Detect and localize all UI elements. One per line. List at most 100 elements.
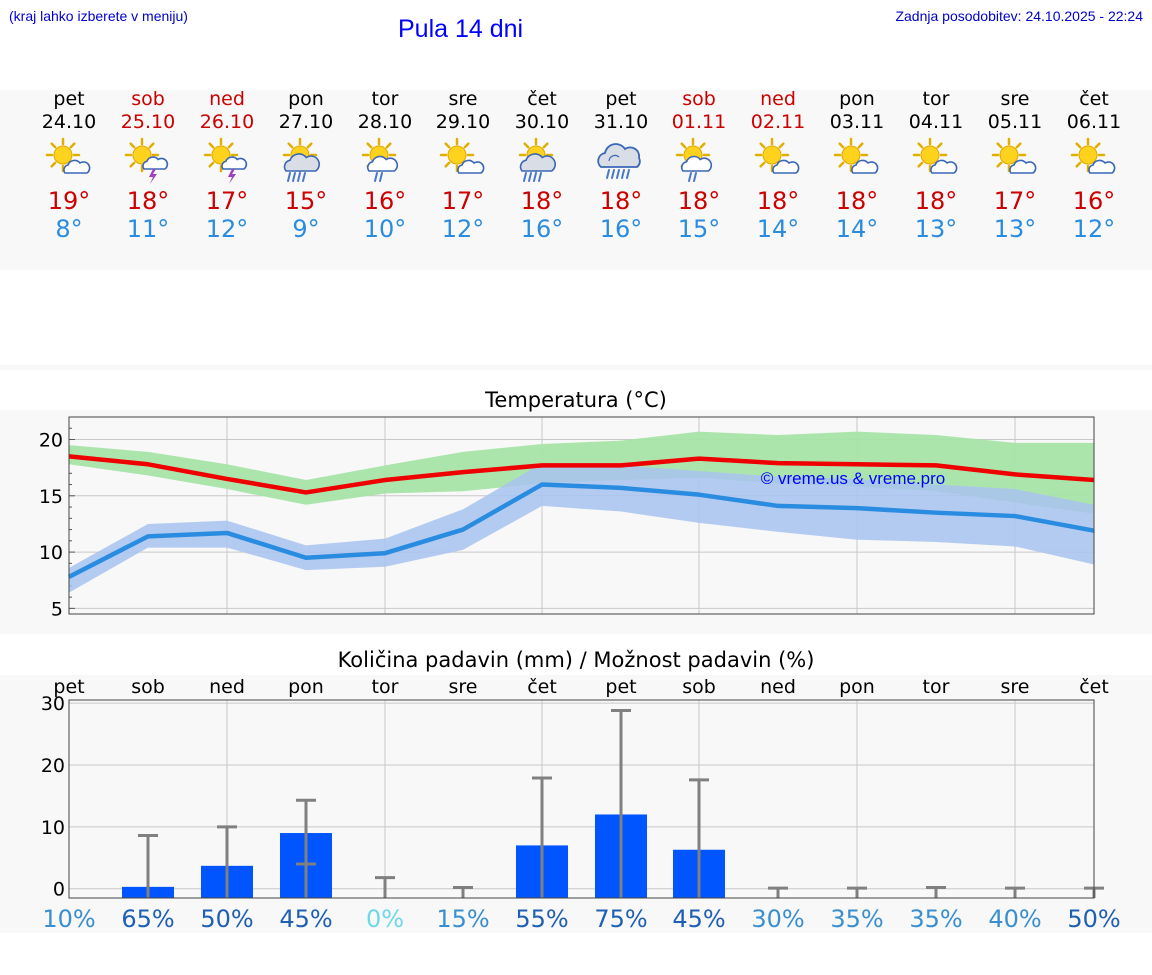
y-tick-label: 15	[39, 486, 63, 508]
sun-cloud-icon	[991, 137, 1037, 174]
x-category-label: tor	[372, 676, 399, 698]
day-date: 29.10	[435, 111, 491, 133]
min-temperature: 16°	[520, 215, 564, 243]
day-name: sob	[682, 88, 716, 110]
min-temperature: 12°	[441, 215, 485, 243]
max-temperature: 17°	[441, 187, 485, 215]
max-temperature: 18°	[756, 187, 800, 215]
precip-probability: 65%	[121, 905, 174, 933]
x-category-label: čet	[1079, 676, 1109, 698]
max-temperature: 18°	[520, 187, 564, 215]
day-name: sre	[1000, 88, 1030, 110]
day-date: 03.11	[829, 111, 885, 133]
precip-probability: 15%	[436, 905, 489, 933]
x-category-label: sob	[682, 676, 716, 698]
sun-cloud-icon	[1070, 137, 1116, 174]
day-name: ned	[209, 88, 245, 110]
precip-probability: 75%	[594, 905, 647, 933]
precip-probability: 45%	[672, 905, 725, 933]
plot-frame	[68, 416, 1095, 615]
min-temperature: 13°	[914, 215, 958, 243]
location-hint: (kraj lahko izberete v meniju)	[9, 8, 188, 24]
day-forecast: pet 31.10 18° 16°	[582, 88, 660, 243]
day-forecast: sob 01.11 18° 15°	[660, 88, 738, 243]
day-date: 28.10	[357, 111, 413, 133]
min-temperature: 8°	[55, 215, 83, 243]
day-date: 06.11	[1066, 111, 1122, 133]
day-name: pon	[839, 88, 875, 110]
x-category-label: čet	[527, 676, 557, 698]
x-category-label: sob	[131, 676, 165, 698]
day-forecast: tor 04.11 18° 13°	[897, 88, 975, 243]
precip-probability: 50%	[1067, 905, 1120, 933]
day-date: 30.10	[514, 111, 570, 133]
y-tick-label: 10	[39, 542, 63, 564]
min-temperature: 10°	[363, 215, 407, 243]
sun-cloud-icon	[45, 137, 91, 174]
day-forecast: tor 28.10 16° 10°	[346, 88, 424, 243]
precip-probability: 35%	[909, 905, 962, 933]
plot-frame	[68, 699, 1095, 899]
max-temperature: 17°	[993, 187, 1037, 215]
precipitation-chart-title: Količina padavin (mm) / Možnost padavin …	[337, 648, 815, 672]
temperature-chart-title: Temperatura (°C)	[485, 388, 667, 412]
x-category-label: sre	[1001, 676, 1030, 698]
y-tick-label: 20	[41, 755, 65, 777]
day-name: pet	[53, 88, 85, 110]
day-forecast: sob 25.10 18° 11°	[109, 88, 187, 243]
temperature-chart: 5 10 15 20 © vreme.us & vreme.pro	[39, 416, 1095, 620]
day-name: sre	[448, 88, 478, 110]
sun-cloud-icon	[754, 137, 800, 174]
max-temperature: 16°	[1072, 187, 1116, 215]
x-category-label: pon	[288, 676, 324, 698]
y-tick-label: 30	[41, 693, 65, 715]
day-name: pet	[605, 88, 637, 110]
max-temperature: 18°	[835, 187, 879, 215]
cloud-rain-icon	[597, 143, 641, 179]
min-temperature: 14°	[835, 215, 879, 243]
max-temperature: 18°	[599, 187, 643, 215]
day-forecast: ned 02.11 18° 14°	[739, 88, 817, 243]
sun-rain-icon	[675, 137, 713, 182]
y-tick-label: 20	[39, 430, 63, 452]
day-date: 02.11	[750, 111, 806, 133]
max-temperature: 18°	[914, 187, 958, 215]
day-date: 25.10	[120, 111, 176, 133]
page-title: Pula 14 dni	[398, 15, 524, 43]
precip-probability: 50%	[200, 905, 253, 933]
y-tick-label: 10	[41, 817, 65, 839]
x-category-label: tor	[923, 676, 950, 698]
day-name: čet	[1079, 88, 1109, 110]
sun-thunder-icon	[203, 137, 248, 184]
sun-thunder-icon	[124, 137, 169, 184]
precip-probability: 40%	[988, 905, 1041, 933]
max-temperature: 19°	[47, 187, 91, 215]
last-updated: Zadnja posodobitev: 24.10.2025 - 22:24	[895, 8, 1143, 24]
precip-probability: 55%	[515, 905, 568, 933]
day-name: ned	[760, 88, 796, 110]
day-forecast: pon 27.10 15° 9°	[267, 88, 345, 243]
min-temperature: 12°	[205, 215, 249, 243]
max-temp-line	[68, 454, 1095, 495]
day-forecast: sre 05.11 17° 13°	[976, 88, 1054, 243]
min-temperature: 14°	[756, 215, 800, 243]
min-temperature: 16°	[599, 215, 643, 243]
plot-area	[69, 700, 1094, 898]
day-forecast: sre 29.10 17° 12°	[424, 88, 502, 243]
day-name: sob	[131, 88, 165, 110]
day-forecast: čet 30.10 18° 16°	[503, 88, 581, 243]
min-temperature: 13°	[993, 215, 1037, 243]
day-forecast: čet 06.11 16° 12°	[1055, 88, 1133, 243]
daily-forecast-band	[0, 90, 1152, 270]
max-temperature: 17°	[205, 187, 249, 215]
x-category-label: ned	[209, 676, 245, 698]
day-name: čet	[527, 88, 557, 110]
y-tick-label: 5	[51, 598, 63, 620]
precip-probability: 0%	[366, 905, 404, 933]
sun-cloud-icon	[833, 137, 879, 174]
max-temperature: 18°	[677, 187, 721, 215]
x-category-label: ned	[760, 676, 796, 698]
watermark: © vreme.us & vreme.pro	[761, 469, 945, 488]
x-category-label: pon	[839, 676, 875, 698]
sun-rain-icon	[361, 137, 399, 182]
